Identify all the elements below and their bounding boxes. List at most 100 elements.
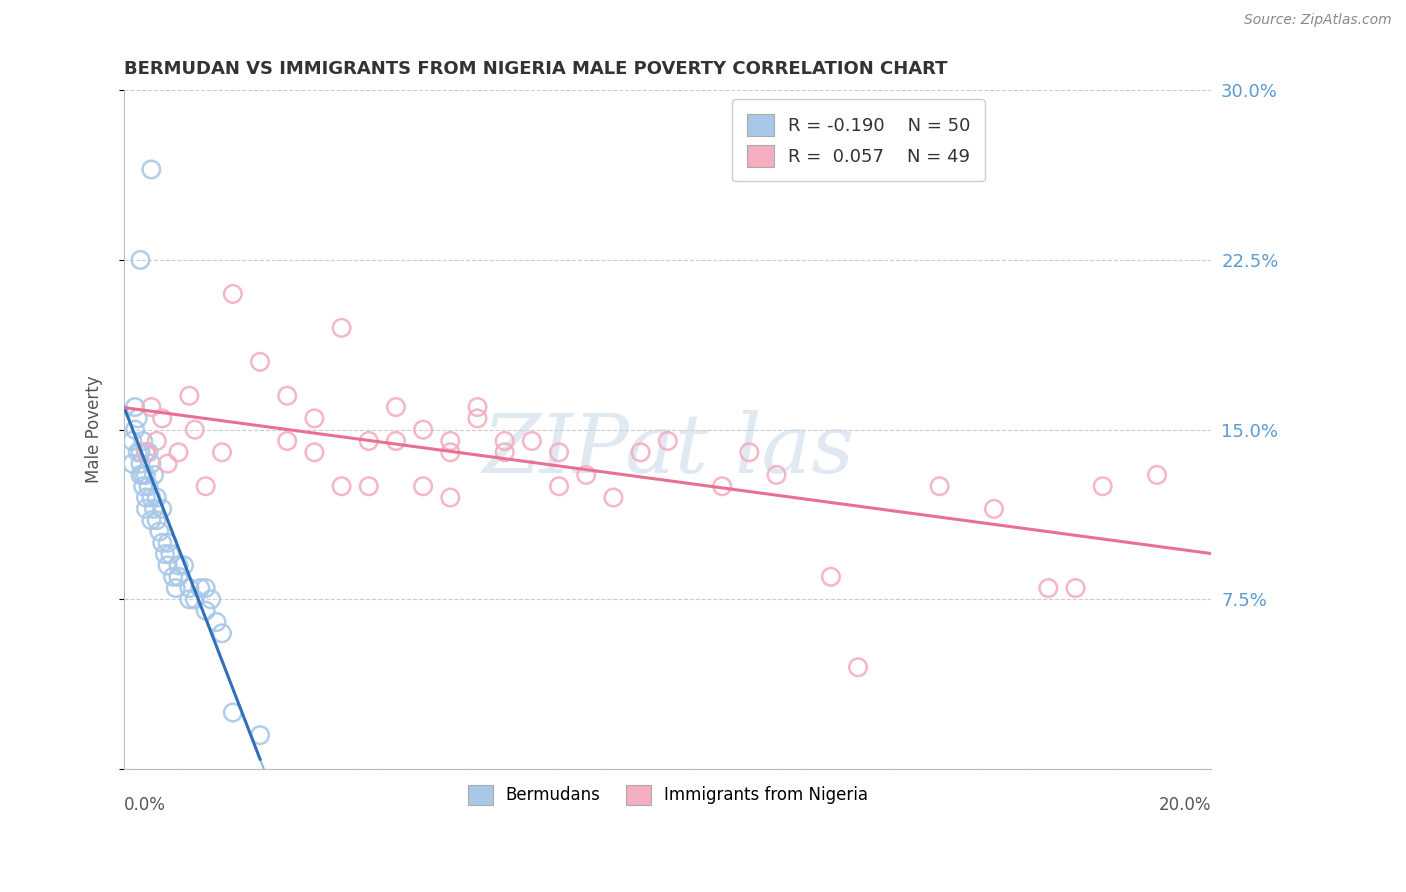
Point bbox=[200, 592, 222, 607]
Point bbox=[738, 445, 761, 459]
Text: BERMUDAN VS IMMIGRANTS FROM NIGERIA MALE POVERTY CORRELATION CHART: BERMUDAN VS IMMIGRANTS FROM NIGERIA MALE… bbox=[124, 60, 948, 78]
Point bbox=[156, 457, 179, 471]
Point bbox=[179, 592, 201, 607]
Point bbox=[357, 479, 380, 493]
Point bbox=[602, 491, 624, 505]
Point bbox=[156, 536, 179, 550]
Point bbox=[121, 457, 143, 471]
Point bbox=[162, 570, 184, 584]
Point bbox=[548, 479, 571, 493]
Point bbox=[129, 457, 152, 471]
Point bbox=[159, 547, 181, 561]
Point bbox=[127, 411, 149, 425]
Point bbox=[129, 467, 152, 482]
Text: ZIPat las: ZIPat las bbox=[482, 410, 853, 490]
Point bbox=[141, 162, 163, 177]
Text: Source: ZipAtlas.com: Source: ZipAtlas.com bbox=[1244, 13, 1392, 28]
Point bbox=[121, 434, 143, 448]
Point bbox=[132, 434, 155, 448]
Point bbox=[167, 445, 190, 459]
Point bbox=[143, 501, 166, 516]
Point bbox=[439, 491, 461, 505]
Point bbox=[179, 581, 201, 595]
Point bbox=[357, 434, 380, 448]
Point bbox=[1064, 581, 1087, 595]
Legend: Bermudans, Immigrants from Nigeria: Bermudans, Immigrants from Nigeria bbox=[461, 778, 875, 812]
Point bbox=[304, 411, 326, 425]
Point bbox=[127, 445, 149, 459]
Point bbox=[575, 467, 598, 482]
Point bbox=[132, 479, 155, 493]
Point bbox=[385, 400, 408, 414]
Point bbox=[138, 445, 160, 459]
Point bbox=[135, 501, 157, 516]
Point bbox=[129, 252, 152, 267]
Point bbox=[222, 286, 245, 301]
Point bbox=[385, 434, 408, 448]
Point bbox=[173, 558, 195, 573]
Point bbox=[194, 479, 217, 493]
Point bbox=[156, 558, 179, 573]
Point bbox=[188, 581, 211, 595]
Point bbox=[330, 479, 353, 493]
Point bbox=[820, 570, 842, 584]
Point bbox=[439, 445, 461, 459]
Point bbox=[150, 501, 173, 516]
Point bbox=[148, 524, 170, 539]
Point bbox=[141, 491, 163, 505]
Point bbox=[135, 491, 157, 505]
Point bbox=[194, 581, 217, 595]
Point bbox=[846, 660, 869, 674]
Point bbox=[179, 389, 201, 403]
Point bbox=[165, 581, 187, 595]
Point bbox=[141, 457, 163, 471]
Point bbox=[141, 400, 163, 414]
Point bbox=[184, 423, 207, 437]
Point bbox=[765, 467, 787, 482]
Point bbox=[141, 513, 163, 527]
Point bbox=[184, 592, 207, 607]
Point bbox=[983, 501, 1005, 516]
Point bbox=[548, 445, 571, 459]
Point bbox=[928, 479, 950, 493]
Point bbox=[145, 513, 167, 527]
Point bbox=[657, 434, 679, 448]
Point bbox=[494, 445, 516, 459]
Text: 20.0%: 20.0% bbox=[1159, 797, 1212, 814]
Point bbox=[304, 445, 326, 459]
Point bbox=[1091, 479, 1114, 493]
Point bbox=[222, 706, 245, 720]
Point bbox=[249, 728, 271, 742]
Point bbox=[249, 355, 271, 369]
Point bbox=[1146, 467, 1168, 482]
Point bbox=[135, 467, 157, 482]
Point bbox=[153, 547, 176, 561]
Point bbox=[150, 411, 173, 425]
Point bbox=[138, 479, 160, 493]
Point bbox=[711, 479, 734, 493]
Point bbox=[276, 434, 298, 448]
Point bbox=[467, 400, 489, 414]
Point bbox=[143, 467, 166, 482]
Point bbox=[145, 491, 167, 505]
Point bbox=[150, 536, 173, 550]
Point bbox=[145, 434, 167, 448]
Point bbox=[135, 445, 157, 459]
Point bbox=[167, 570, 190, 584]
Point bbox=[439, 434, 461, 448]
Point bbox=[132, 467, 155, 482]
Point bbox=[124, 400, 146, 414]
Point bbox=[630, 445, 652, 459]
Y-axis label: Male Poverty: Male Poverty bbox=[86, 376, 103, 483]
Point bbox=[494, 434, 516, 448]
Point bbox=[330, 321, 353, 335]
Point bbox=[412, 423, 434, 437]
Point bbox=[205, 615, 228, 629]
Point bbox=[129, 445, 152, 459]
Point bbox=[194, 604, 217, 618]
Point bbox=[1038, 581, 1060, 595]
Point bbox=[135, 445, 157, 459]
Point bbox=[211, 445, 233, 459]
Point bbox=[276, 389, 298, 403]
Point bbox=[412, 479, 434, 493]
